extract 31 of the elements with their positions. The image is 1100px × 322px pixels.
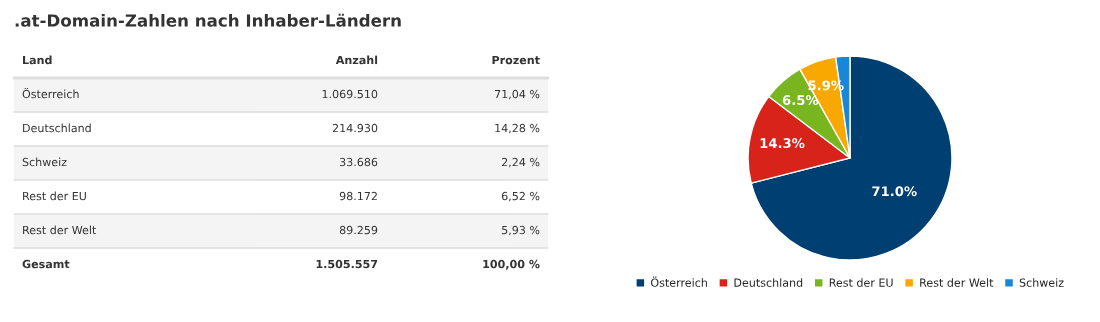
legend-label: Rest der Welt — [920, 278, 994, 287]
text: 89.259 — [339, 225, 378, 235]
text: Land — [23, 55, 52, 65]
data-label: 14.3% — [760, 138, 805, 149]
legend-label: Deutschland — [734, 278, 803, 287]
text: 5,93 % — [502, 225, 540, 236]
data-label: 6.5% — [782, 95, 819, 106]
text: 1.069.510 — [322, 89, 378, 99]
text: Prozent — [492, 55, 540, 65]
legend-label: Österreich — [651, 276, 707, 287]
text: Gesamt — [22, 259, 70, 269]
data-label: 71.0% — [872, 186, 917, 197]
text: Österreich — [22, 87, 79, 99]
text: 6,52 % — [501, 191, 540, 202]
text: Anzahl — [335, 55, 378, 65]
legend-label: Rest der EU — [829, 278, 893, 287]
text: .at-Domain-Zahlen nach Inhaber-Ländern — [15, 13, 401, 27]
text: Rest der EU — [23, 191, 86, 201]
text: 100,00 % — [483, 259, 540, 270]
text: 14,28 % — [495, 123, 540, 134]
text: Rest der Welt — [23, 225, 97, 235]
text: 98.172 — [339, 191, 377, 201]
text: 2,24 % — [501, 157, 540, 168]
pie-slice — [750, 55, 953, 261]
legend-label: Schweiz — [1019, 278, 1064, 287]
text: 71,04 % — [495, 89, 540, 100]
text: Schweiz — [22, 157, 67, 167]
text: 33.686 — [339, 157, 378, 167]
text: Deutschland — [23, 123, 91, 133]
text: 214.930 — [332, 123, 378, 133]
text: 1.505.557 — [316, 259, 378, 269]
